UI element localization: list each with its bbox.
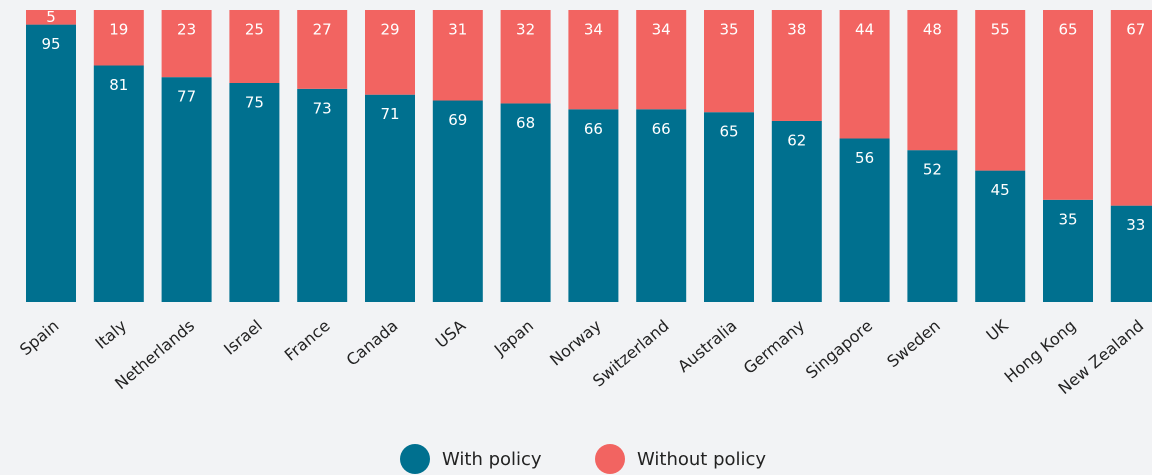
bar-segment	[771, 120, 822, 303]
bar-segment	[432, 10, 483, 101]
value-label: 38	[787, 21, 806, 39]
x-tick-label: Australia	[674, 316, 740, 376]
value-label: 77	[177, 88, 196, 106]
bar-segment	[161, 10, 212, 78]
value-label: 25	[245, 21, 264, 39]
bar-segment	[975, 170, 1026, 302]
x-tick-label: Germany	[740, 316, 809, 378]
value-label: 19	[109, 21, 128, 39]
value-label: 44	[855, 21, 874, 39]
value-label: 27	[313, 21, 332, 39]
x-tick-label: Norway	[546, 316, 605, 370]
bar-segment	[1110, 205, 1152, 302]
value-label: 45	[991, 181, 1010, 199]
value-label: 67	[1126, 21, 1145, 39]
value-label: 35	[1058, 210, 1077, 228]
bar-segment	[365, 10, 415, 95]
value-label: 73	[313, 99, 332, 117]
x-tick-label: Japan	[490, 316, 537, 360]
x-tick-label: Sweden	[883, 316, 944, 371]
value-label: 34	[652, 21, 671, 39]
bar-segment	[704, 10, 754, 113]
bar-segment	[568, 109, 619, 302]
bar-segment	[839, 138, 890, 302]
bar-segment	[771, 10, 822, 121]
value-label: 71	[380, 105, 399, 123]
x-tick-label: Spain	[16, 316, 62, 359]
value-label: 95	[41, 35, 60, 53]
bar-segment	[229, 83, 280, 302]
bar-segment	[500, 103, 551, 302]
bar-segment	[1110, 10, 1152, 206]
x-tick-label: UK	[982, 316, 1012, 345]
value-label: 33	[1126, 216, 1145, 234]
value-label: 68	[516, 114, 535, 132]
value-label: 35	[719, 21, 738, 39]
bar-segment	[297, 10, 348, 89]
legend-label: With policy	[442, 449, 542, 470]
value-label: 48	[923, 21, 942, 39]
bar-segment	[907, 10, 958, 151]
x-tick-label: Canada	[343, 316, 402, 370]
value-label: 56	[855, 149, 874, 167]
bar-segment	[26, 24, 76, 302]
bar-segment	[568, 10, 619, 110]
legend-swatch	[595, 444, 625, 474]
bar-segment	[839, 10, 890, 139]
bar-segment	[704, 112, 754, 302]
value-label: 69	[448, 111, 467, 129]
value-label: 31	[448, 21, 467, 39]
bar-segment	[1043, 10, 1093, 200]
value-label: 62	[787, 131, 806, 149]
legend-label: Without policy	[637, 449, 766, 470]
value-label: 23	[177, 21, 196, 39]
x-tick-label: Italy	[91, 316, 130, 353]
value-label: 75	[245, 94, 264, 112]
value-label: 81	[109, 76, 128, 94]
value-label: 65	[1058, 21, 1077, 39]
value-label: 32	[516, 21, 535, 39]
legend-swatch	[400, 444, 430, 474]
bar-segment	[26, 10, 76, 25]
value-label: 66	[652, 120, 671, 138]
bar-segment	[161, 77, 212, 302]
value-label: 5	[46, 8, 56, 26]
bar-segment	[636, 10, 687, 110]
x-tick-label: France	[281, 316, 334, 365]
value-label: 34	[584, 21, 603, 39]
bar-segment	[93, 10, 144, 66]
bar-segment	[365, 94, 415, 303]
bar-segment	[907, 150, 958, 302]
bar-segment	[432, 100, 483, 303]
value-label: 29	[380, 21, 399, 39]
bar-segment	[500, 10, 551, 104]
bar-segment	[93, 65, 144, 302]
bar-segment	[1043, 199, 1093, 302]
value-label: 52	[923, 161, 942, 179]
value-label: 65	[719, 123, 738, 141]
x-tick-label: Israel	[220, 316, 266, 359]
bar-segment	[229, 10, 280, 83]
x-tick-label: USA	[432, 316, 470, 352]
bar-segment	[636, 109, 687, 302]
bar-segment	[975, 10, 1026, 171]
value-label: 55	[991, 21, 1010, 39]
bar-segment	[297, 88, 348, 302]
x-tick-label: Singapore	[802, 316, 876, 382]
value-label: 66	[584, 120, 603, 138]
